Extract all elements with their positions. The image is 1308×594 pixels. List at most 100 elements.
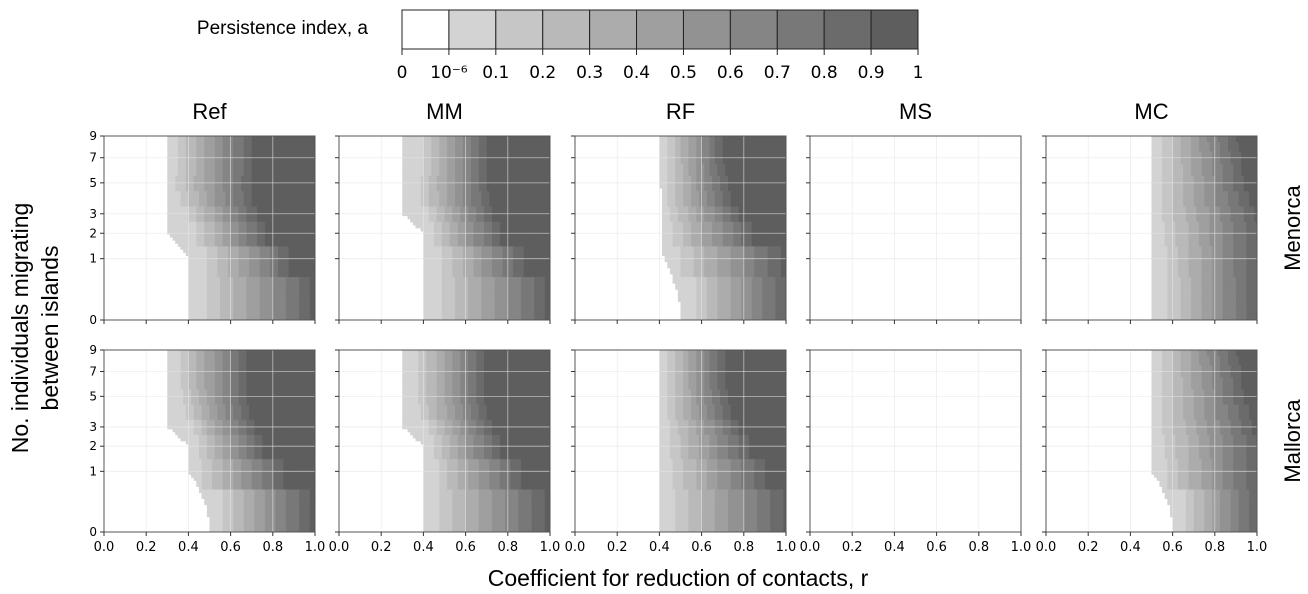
heat-cell bbox=[278, 298, 282, 302]
heat-cell bbox=[193, 280, 197, 284]
heat-cell bbox=[491, 194, 496, 198]
heat-cell bbox=[418, 185, 422, 189]
heat-cell bbox=[280, 264, 284, 269]
heat-cell bbox=[431, 218, 435, 223]
heat-cell bbox=[188, 270, 192, 275]
heat-cell bbox=[256, 286, 261, 290]
heat-cell bbox=[462, 231, 466, 235]
heat-cell bbox=[220, 234, 224, 238]
heat-cell bbox=[167, 200, 171, 204]
heat-cell bbox=[455, 172, 459, 177]
heat-cell bbox=[201, 200, 205, 204]
heat-cell bbox=[439, 203, 443, 207]
heat-cell bbox=[505, 136, 509, 140]
heat-cell bbox=[470, 154, 474, 158]
heat-cell bbox=[534, 212, 538, 217]
heat-cell bbox=[520, 136, 525, 140]
heat-cell bbox=[270, 252, 274, 256]
heat-cell bbox=[441, 166, 445, 171]
heat-cell bbox=[441, 175, 445, 180]
heat-cell bbox=[473, 185, 477, 189]
heat-cell bbox=[188, 145, 192, 149]
heat-cell bbox=[169, 145, 173, 149]
heat-cell bbox=[230, 310, 234, 315]
heat-cell bbox=[507, 194, 511, 198]
heat-cell bbox=[251, 255, 255, 260]
heat-cell bbox=[481, 169, 485, 174]
heat-cell bbox=[412, 151, 416, 155]
heat-cell bbox=[499, 200, 503, 204]
heat-cell bbox=[169, 194, 173, 198]
heat-cell bbox=[267, 280, 271, 284]
heat-cell bbox=[528, 228, 532, 232]
heat-cell bbox=[293, 148, 297, 152]
heat-cell bbox=[198, 145, 202, 149]
heat-cell bbox=[183, 185, 187, 189]
heat-cell bbox=[256, 139, 261, 143]
heat-cell bbox=[436, 200, 440, 204]
heat-cell bbox=[460, 209, 464, 214]
heat-cell bbox=[544, 182, 548, 186]
heat-cell bbox=[238, 301, 242, 306]
heat-cell bbox=[193, 307, 197, 312]
heat-cell bbox=[243, 203, 247, 207]
heat-cell bbox=[526, 209, 530, 214]
heat-cell bbox=[426, 203, 430, 207]
heat-cell bbox=[499, 209, 503, 214]
heat-cell bbox=[510, 206, 514, 210]
heat-cell bbox=[536, 166, 540, 171]
heat-cell bbox=[433, 215, 437, 220]
heat-cell bbox=[270, 224, 274, 229]
heat-cell bbox=[513, 163, 517, 168]
heat-cell bbox=[201, 258, 205, 263]
heat-cell bbox=[225, 197, 229, 201]
heat-cell bbox=[481, 188, 485, 192]
heat-cell bbox=[283, 292, 287, 296]
heat-cell bbox=[418, 197, 422, 201]
heat-cell bbox=[193, 148, 197, 152]
heat-cell bbox=[259, 280, 263, 284]
heat-cell bbox=[452, 197, 456, 201]
heat-cell bbox=[296, 218, 300, 223]
heat-cell bbox=[299, 286, 303, 290]
heat-cell bbox=[536, 228, 540, 232]
heat-cell bbox=[217, 313, 221, 318]
heat-cell bbox=[452, 175, 456, 180]
heat-cell bbox=[404, 163, 408, 168]
heat-cell bbox=[307, 224, 311, 229]
heat-cell bbox=[299, 267, 303, 272]
heat-cell bbox=[312, 203, 316, 207]
heat-cell bbox=[233, 157, 237, 161]
heat-cell bbox=[233, 163, 237, 168]
heat-cell bbox=[254, 252, 258, 256]
legend-tick-label: 0.4 bbox=[623, 63, 650, 83]
heat-cell bbox=[249, 151, 253, 155]
heat-cell bbox=[291, 243, 295, 247]
heat-cell bbox=[272, 206, 276, 210]
heat-cell bbox=[539, 215, 543, 220]
heat-cell bbox=[191, 154, 195, 158]
heat-cell bbox=[484, 145, 488, 149]
heat-cell bbox=[542, 188, 546, 192]
heat-cell bbox=[264, 194, 268, 198]
heat-cell bbox=[222, 240, 226, 244]
heat-cell bbox=[246, 304, 250, 309]
heat-cell bbox=[256, 267, 261, 272]
heat-cell bbox=[196, 301, 200, 306]
heat-cell bbox=[410, 203, 414, 207]
heat-cell bbox=[309, 274, 313, 278]
heat-cell bbox=[481, 175, 485, 180]
heat-cell bbox=[198, 178, 202, 183]
heat-cell bbox=[201, 157, 205, 161]
heat-cell bbox=[220, 206, 224, 210]
heat-cell bbox=[441, 139, 445, 143]
heat-cell bbox=[505, 178, 509, 183]
heat-cell bbox=[457, 145, 461, 149]
heat-cell bbox=[267, 157, 271, 161]
heat-cell bbox=[486, 206, 490, 210]
heat-cell bbox=[225, 289, 229, 293]
heat-cell bbox=[418, 209, 422, 214]
heat-cell bbox=[246, 142, 250, 146]
heat-cell bbox=[241, 188, 245, 192]
heat-cell bbox=[259, 270, 263, 275]
